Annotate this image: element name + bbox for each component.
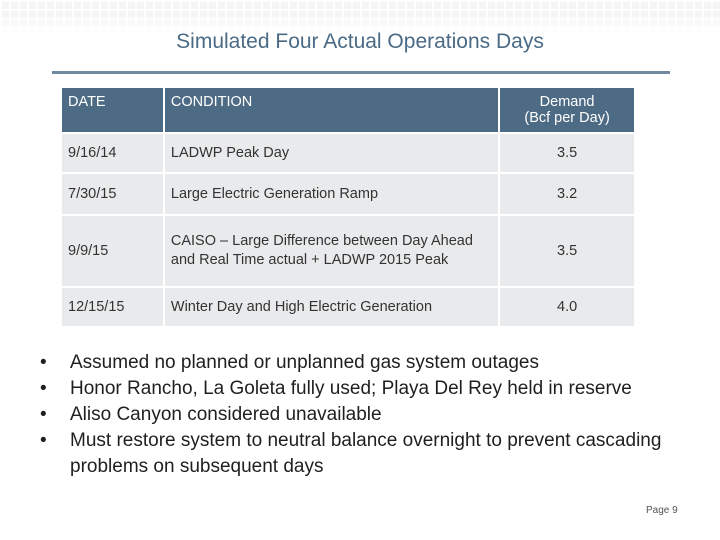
table-row: 9/16/14 LADWP Peak Day 3.5 <box>62 133 636 174</box>
bullet-icon: • <box>40 378 47 399</box>
cell-date: 9/16/14 <box>62 133 165 174</box>
slide-title: Simulated Four Actual Operations Days <box>176 30 544 53</box>
operations-days-table: DATE CONDITION Demand (Bcf per Day) 9/16… <box>62 88 636 328</box>
cell-demand: 4.0 <box>499 287 636 328</box>
cell-date: 9/9/15 <box>62 215 165 288</box>
table-row: 9/9/15 CAISO – Large Difference between … <box>62 215 636 288</box>
bullet-text: Aliso Canyon considered unavailable <box>70 404 382 425</box>
page-number: Page 9 <box>646 505 678 516</box>
bullet-icon: • <box>40 430 47 451</box>
list-item: • Assumed no planned or unplanned gas sy… <box>40 350 710 376</box>
cell-condition: CAISO – Large Difference between Day Ahe… <box>163 215 501 288</box>
header-demand-line1: Demand <box>539 94 595 110</box>
bullet-icon: • <box>40 404 47 425</box>
cell-demand: 3.5 <box>499 215 636 288</box>
cell-date: 12/15/15 <box>62 287 165 328</box>
title-divider <box>52 71 670 74</box>
bullet-text: Assumed no planned or unplanned gas syst… <box>70 352 539 373</box>
cell-condition: Winter Day and High Electric Generation <box>163 287 501 328</box>
header-demand-line2: (Bcf per Day) <box>524 110 610 126</box>
list-item: • Honor Rancho, La Goleta fully used; Pl… <box>40 376 710 402</box>
list-item: • Must restore system to neutral balance… <box>40 428 710 480</box>
assumptions-list: • Assumed no planned or unplanned gas sy… <box>40 350 710 480</box>
cell-demand: 3.5 <box>499 133 636 174</box>
cell-demand: 3.2 <box>499 173 636 216</box>
header-date: DATE <box>62 88 165 134</box>
table-header-row: DATE CONDITION Demand (Bcf per Day) <box>62 88 636 134</box>
table-row: 7/30/15 Large Electric Generation Ramp 3… <box>62 173 636 216</box>
list-item: • Aliso Canyon considered unavailable <box>40 402 710 428</box>
bullet-icon: • <box>40 352 47 373</box>
cell-date: 7/30/15 <box>62 173 165 216</box>
header-grid-pattern <box>0 0 720 34</box>
header-condition: CONDITION <box>163 88 501 134</box>
header-demand: Demand (Bcf per Day) <box>499 88 636 134</box>
cell-condition: Large Electric Generation Ramp <box>163 173 501 216</box>
cell-condition: LADWP Peak Day <box>163 133 501 174</box>
table-row: 12/15/15 Winter Day and High Electric Ge… <box>62 287 636 328</box>
bullet-text: Honor Rancho, La Goleta fully used; Play… <box>70 378 632 399</box>
bullet-text: Must restore system to neutral balance o… <box>70 430 662 477</box>
